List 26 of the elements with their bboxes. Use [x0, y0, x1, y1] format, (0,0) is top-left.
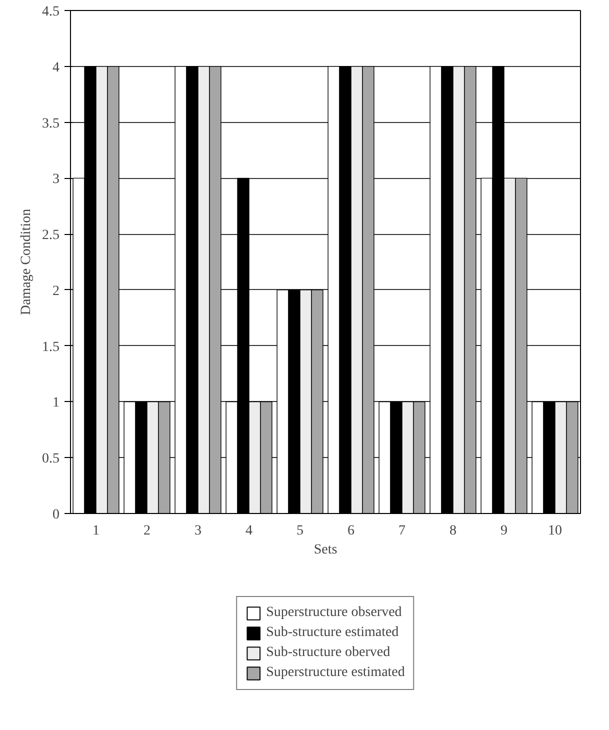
- x-tick-label: 10: [548, 524, 562, 538]
- x-tick-label: 6: [348, 524, 354, 538]
- x-tick-label: 8: [450, 524, 456, 538]
- y-tick-label: 4.5: [42, 4, 60, 20]
- y-tick-label: 0.5: [42, 452, 60, 467]
- legend-label: Superstructure observed: [266, 604, 402, 620]
- y-tick-label: 0: [52, 508, 60, 522]
- legend-label: Sub-structure estimated: [266, 624, 399, 640]
- x-tick-label: 2: [144, 524, 150, 538]
- y-tick-label: 1: [52, 396, 60, 411]
- y-tick-label: 4: [52, 60, 60, 76]
- x-tick-label: 9: [500, 524, 508, 538]
- x-axis-title: Sets: [314, 542, 338, 558]
- y-tick-label: 3: [52, 172, 60, 188]
- x-tick-label: 4: [246, 524, 252, 538]
- x-tick-label: 7: [398, 524, 406, 538]
- x-tick-label: 5: [296, 524, 304, 538]
- legend-label: Sub-structure oberved: [266, 644, 390, 660]
- y-tick-label: 2.5: [42, 228, 60, 244]
- x-tick-label: 1: [92, 524, 100, 538]
- y-axis-title: Damage Condition: [19, 208, 34, 316]
- y-tick-label: 1.5: [42, 340, 60, 355]
- legend-label: Superstructure estimated: [266, 664, 405, 680]
- y-tick-label: 2: [52, 284, 60, 299]
- x-tick-label: 3: [194, 524, 202, 538]
- y-tick-label: 3.5: [42, 116, 60, 132]
